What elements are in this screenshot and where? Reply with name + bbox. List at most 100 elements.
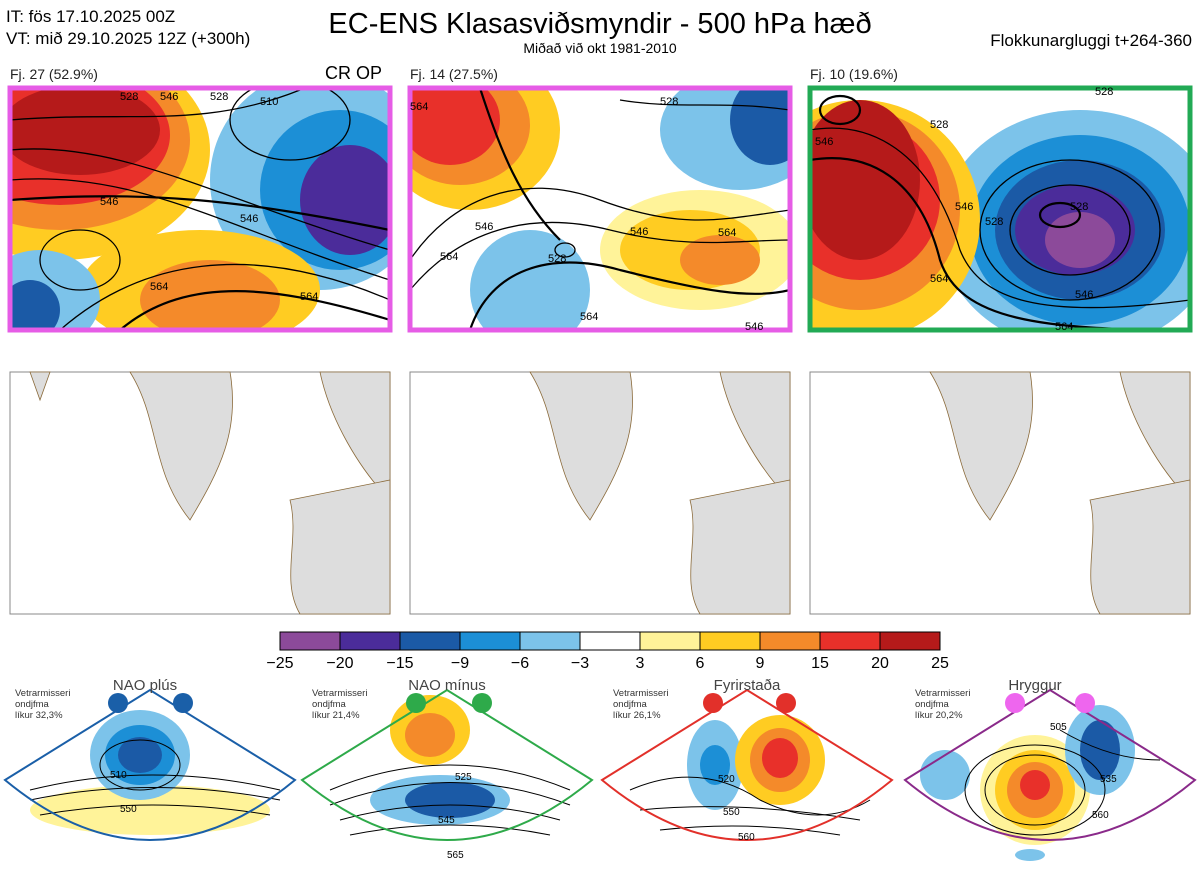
c1-label-5: 564 [300, 291, 318, 303]
c2-label-4: 564 [580, 311, 598, 323]
page-subtitle: Miðað við okt 1981-2010 [523, 40, 677, 56]
colorbar-tick-label: 25 [931, 655, 949, 672]
regime-meta-months: ondjfma [15, 699, 49, 710]
regime-meta-season: Vetrarmisseri [915, 688, 971, 699]
regime-title-1: NAO plús [112, 677, 178, 694]
regime-meta-3: Vetrarmisseri ondjfma líkur 26,1% [613, 688, 668, 721]
colorbar-swatch [519, 631, 581, 651]
regime-meta-season: Vetrarmisseri [15, 688, 71, 699]
colorbar-tick-label: −20 [326, 655, 354, 672]
c1-label-3: 546 [240, 213, 258, 225]
land-map-2 [409, 371, 791, 615]
colorbar-swatch [459, 631, 521, 651]
c1-label-2: 546 [100, 196, 118, 208]
classification-window: Flokkunargluggi t+264-360 [990, 31, 1192, 50]
colorbar-swatch [279, 631, 341, 651]
cluster-frame-1 [7, 85, 393, 333]
r4-label-0: 505 [1050, 722, 1067, 733]
r2-label-2: 565 [447, 850, 464, 861]
c2-label-1: 564 [440, 251, 458, 263]
regime-meta-months: ondjfma [613, 699, 647, 710]
c3-label-4: 528 [985, 216, 1003, 228]
c1-label-4: 564 [150, 281, 168, 293]
page-title: EC-ENS Klasasviðsmyndir - 500 hPa hæð [328, 8, 872, 40]
cluster-label-3: Fj. 10 (19.6%) [810, 66, 898, 82]
regime-meta-2: Vetrarmisseri ondjfma líkur 21,4% [312, 688, 367, 721]
r3-label-2: 560 [738, 832, 755, 843]
regime-fan-1 [3, 688, 297, 841]
regime-fan-3 [600, 688, 894, 841]
regime-meta-months: ondjfma [915, 699, 949, 710]
r3-label-1: 550 [723, 807, 740, 818]
crop-label: CR OP [325, 63, 383, 83]
colorbar-tick-label: 9 [755, 655, 765, 672]
colorbar-tick-label: −15 [386, 655, 414, 672]
colorbar [279, 631, 941, 651]
cluster-contour-labels: 510 528 546 546 564 564 528 546 528 564 … [100, 86, 1113, 333]
regime-meta-prob: líkur 26,1% [613, 710, 661, 721]
land-map-3 [809, 371, 1191, 615]
regime-meta-season: Vetrarmisseri [312, 688, 368, 699]
c1-label-1: 528 [210, 91, 228, 103]
cluster-map-2 [410, 88, 790, 330]
colorbar-tick-label: −9 [450, 655, 470, 672]
c1-label-0: 510 [260, 96, 278, 108]
c3-label-6: 546 [1075, 289, 1093, 301]
c2-label-7: 546 [745, 321, 763, 333]
c3-label-8: 564 [1055, 321, 1073, 333]
regime-meta-1: Vetrarmisseri ondjfma líkur 32,3% [15, 688, 70, 721]
cluster-label-2: Fj. 14 (27.5%) [410, 66, 498, 82]
c3-label-5: 546 [955, 201, 973, 213]
run-times: IT: fös 17.10.2025 00Z VT: mið 29.10.202… [6, 6, 250, 50]
colorbar-swatch [819, 631, 881, 651]
cluster-frame-3 [807, 85, 1193, 333]
colorbar-swatch [699, 631, 761, 651]
colorbar-tick-label: −6 [510, 655, 530, 672]
colorbar-swatch [879, 631, 941, 651]
regime-meta-months: ondjfma [312, 699, 346, 710]
regime-fan-4 [903, 688, 1197, 861]
c2-label-8: 564 [410, 101, 428, 113]
r3-label-0: 520 [718, 774, 735, 785]
c2-label-6: 546 [475, 221, 493, 233]
r4-label-2: 560 [1092, 810, 1109, 821]
r1-label-1: 550 [120, 804, 137, 815]
c3-label-3: 528 [1070, 201, 1088, 213]
c2-label-3: 546 [630, 226, 648, 238]
regime-meta-season: Vetrarmisseri [613, 688, 669, 699]
c3-label-7: 564 [930, 273, 948, 285]
c2-label-5: 564 [718, 227, 736, 239]
r4-label-1: 535 [1100, 774, 1117, 785]
c3-label-2: 546 [815, 136, 833, 148]
colorbar-tick-label: 6 [695, 655, 705, 672]
regime-contour-labels: 510 550 525 545 565 520 550 560 505 535 … [110, 722, 1117, 861]
r1-label-0: 510 [110, 770, 127, 781]
colorbar-swatch [579, 631, 641, 651]
regime-meta-4: Vetrarmisseri ondjfma líkur 20,2% [915, 688, 970, 721]
colorbar-swatch [759, 631, 821, 651]
colorbar-swatch [339, 631, 401, 651]
c3-label-1: 528 [1095, 86, 1113, 98]
c1-label-7: 546 [160, 91, 178, 103]
initial-time: IT: fös 17.10.2025 00Z [6, 7, 176, 26]
r2-label-0: 525 [455, 772, 472, 783]
colorbar-tick-label: 3 [635, 655, 645, 672]
c3-label-0: 528 [930, 119, 948, 131]
colorbar-tick-label: 20 [871, 655, 889, 672]
regime-fan-2 [300, 688, 594, 841]
regime-meta-prob: líkur 20,2% [915, 710, 963, 721]
regime-title-2: NAO mínus [408, 677, 486, 694]
regime-title-3: Fyrirstaða [713, 677, 781, 694]
cluster-frame-2 [407, 85, 793, 333]
r2-label-1: 545 [438, 815, 455, 826]
regime-title-4: Hryggur [1008, 677, 1062, 694]
colorbar-tick-label: 15 [811, 655, 829, 672]
cluster-label-1: Fj. 27 (52.9%) [10, 66, 98, 82]
c1-label-6: 528 [120, 91, 138, 103]
regime-meta-prob: líkur 32,3% [15, 710, 63, 721]
valid-time: VT: mið 29.10.2025 12Z (+300h) [6, 29, 251, 48]
colorbar-swatch [399, 631, 461, 651]
land-map-1 [9, 371, 391, 615]
regime-meta-prob: líkur 21,4% [312, 710, 360, 721]
